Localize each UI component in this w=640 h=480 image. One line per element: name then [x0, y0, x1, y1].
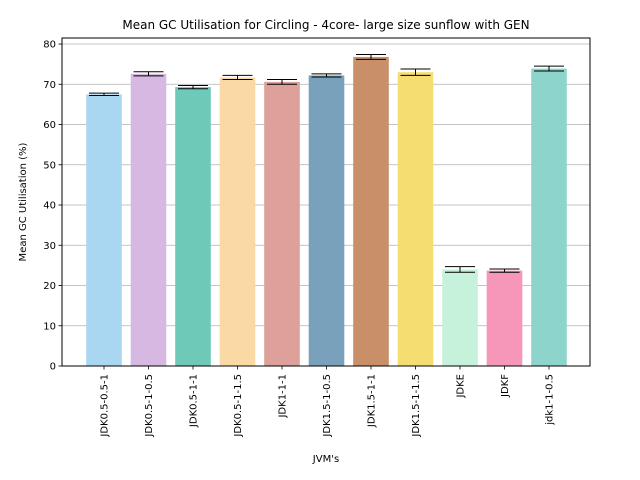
x-tick-label: JDK1.5-1-1.5 — [411, 374, 422, 438]
x-tick-label: JDK0.5-1-0.5 — [144, 374, 155, 438]
bar — [531, 68, 567, 367]
y-tick-label: 70 — [43, 80, 56, 91]
x-tick-label: JDKE — [456, 374, 467, 399]
bar — [308, 75, 345, 366]
y-tick-label: 30 — [43, 241, 56, 252]
x-axis-label: JVM's — [312, 454, 339, 465]
y-tick-label: 40 — [43, 201, 56, 212]
y-axis-label: Mean GC Utilisation (%) — [18, 142, 29, 261]
bar — [219, 77, 256, 366]
x-tick-label: JDKF — [500, 374, 511, 398]
bar — [175, 87, 211, 366]
y-tick-label: 80 — [43, 40, 56, 51]
y-tick-label: 10 — [43, 321, 56, 332]
x-tick-label: JDK0.5-1-1 — [189, 374, 200, 428]
y-tick-label: 0 — [50, 362, 56, 373]
plot-frame — [61, 37, 591, 367]
x-tick-label: JDK0.5-0.5-1 — [100, 374, 111, 438]
error-bars — [89, 54, 564, 273]
bar — [486, 270, 523, 366]
x-tick-label: jdk1-1-0.5 — [545, 374, 556, 426]
bars — [86, 56, 567, 367]
bar — [130, 73, 167, 366]
x-tick-label: JDK0.5-1-1.5 — [233, 374, 244, 438]
bar — [442, 269, 478, 366]
y-tick-label: 60 — [43, 120, 56, 131]
bar — [353, 56, 389, 366]
x-tick-label: JDK1.5-1-1 — [367, 374, 378, 428]
bar — [264, 81, 300, 366]
x-axis: JDK0.5-0.5-1 JDK0.5-1-0.5 JDK0.5-1-1 JDK0.5… — [100, 366, 556, 438]
x-tick-label: JDK1-1-1 — [278, 374, 289, 419]
y-axis: 0 10 20 30 40 50 60 70 80 — [43, 40, 62, 373]
y-tick-label: 50 — [43, 160, 56, 171]
bar — [86, 94, 122, 366]
chart-title: Mean GC Utilisation for Circling - 4core… — [122, 18, 529, 32]
bar — [397, 72, 434, 366]
y-tick-label: 20 — [43, 281, 56, 292]
x-tick-label: JDK1.5-1-0.5 — [322, 374, 333, 438]
